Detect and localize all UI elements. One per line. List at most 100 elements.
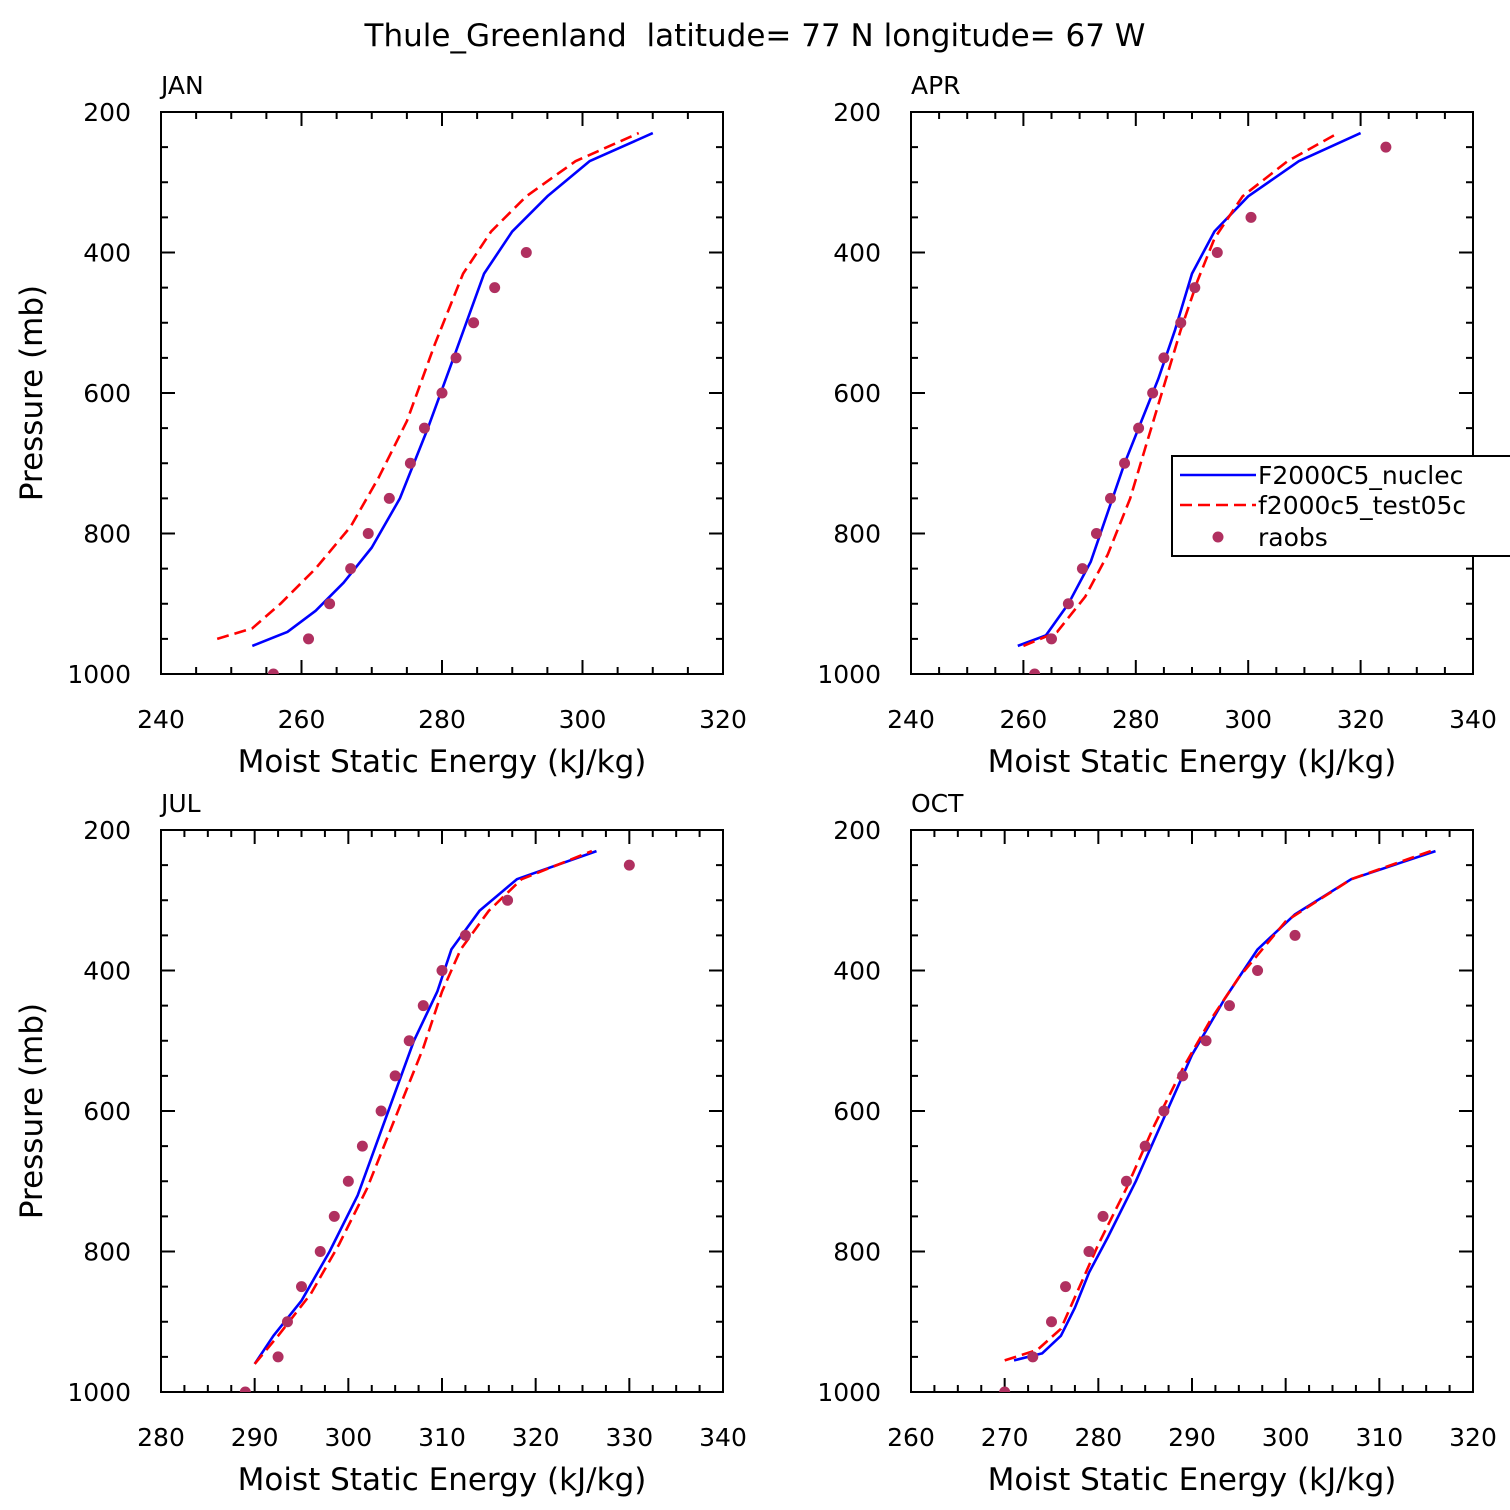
panel-label: JAN <box>159 71 204 100</box>
x-tick-label: 280 <box>1074 1423 1122 1452</box>
panel-oct: OCT 260 270 280 290 300 310 320 200 400 600 800 1000… <box>817 789 1496 1498</box>
y-tick-label: 800 <box>83 1238 131 1267</box>
x-tick-label: 340 <box>1449 705 1497 734</box>
y-tick-label: 1000 <box>67 1378 131 1407</box>
data-layer <box>999 849 1436 1392</box>
x-tick-label: 330 <box>605 1423 653 1452</box>
raobs-point <box>1223 1000 1235 1012</box>
raobs-point <box>303 633 315 645</box>
raobs-point <box>450 352 462 364</box>
data-layer <box>216 131 654 674</box>
x-tick-label: 280 <box>137 1423 185 1452</box>
y-axis-label: Pressure (mb) <box>14 1003 50 1219</box>
raobs-point <box>623 859 635 871</box>
raobs-point <box>1158 1105 1170 1117</box>
y-tick-label: 800 <box>83 520 131 549</box>
x-tick-label: 240 <box>137 705 185 734</box>
x-tick-label: 270 <box>981 1423 1029 1452</box>
y-axis-label: Pressure (mb) <box>14 285 50 501</box>
y-tick-label: 600 <box>83 1097 131 1126</box>
raobs-point <box>272 1351 284 1363</box>
raobs-point <box>502 894 514 906</box>
raobs-point <box>1175 317 1187 329</box>
raobs-point <box>1120 1175 1132 1187</box>
raobs-point <box>1046 633 1057 645</box>
panel-jul: JUL 280 290 300 310 320 330 340 200 400 600 800 1000… <box>14 789 747 1498</box>
raobs-point <box>1105 492 1117 504</box>
y-tick-label: 1000 <box>817 1378 881 1407</box>
x-tick-label: 320 <box>1337 705 1385 734</box>
raobs-point <box>1046 1316 1057 1328</box>
raobs-point <box>404 457 416 469</box>
raobs-point <box>324 598 336 610</box>
raobs-point <box>314 1246 326 1257</box>
raobs-point <box>1133 422 1145 434</box>
legend-swatch-point <box>1212 531 1224 543</box>
raobs-point <box>520 247 532 258</box>
raobs-point <box>1380 141 1392 153</box>
raobs-point <box>328 1210 340 1222</box>
x-tick-label: 310 <box>418 1423 466 1452</box>
legend-entry-label: F2000C5_nuclec <box>1258 461 1463 490</box>
raobs-point <box>296 1281 307 1293</box>
raobs-point <box>417 1000 429 1012</box>
x-tick-label: 280 <box>418 705 466 734</box>
y-tick-label: 600 <box>833 379 881 408</box>
x-axis-label: Moist Static Energy (kJ/kg) <box>238 1462 647 1498</box>
series-line-f2000c5-test05c <box>253 849 593 1365</box>
legend-entry-label: raobs <box>1258 523 1328 552</box>
x-tick-label: 300 <box>559 705 607 734</box>
x-tick-label: 320 <box>512 1423 560 1452</box>
y-tick-label: 200 <box>83 816 131 845</box>
panel-label: APR <box>911 71 961 100</box>
raobs-point <box>489 282 501 294</box>
x-tick-label: 280 <box>1112 705 1160 734</box>
raobs-point <box>342 1175 354 1187</box>
x-tick-label: 290 <box>231 1423 279 1452</box>
x-tick-label: 310 <box>1355 1423 1403 1452</box>
raobs-point <box>239 1386 251 1392</box>
y-tick-label: 200 <box>833 816 881 845</box>
raobs-point <box>1245 211 1257 223</box>
panel-apr: APR 240 260 280 300 320 340 200 400 600 800 1000 Moi… <box>817 71 1496 780</box>
raobs-point <box>459 929 471 941</box>
plot-frame <box>910 829 1474 1393</box>
x-tick-label: 320 <box>699 705 747 734</box>
figure-title: Thule_Greenland latitude= 77 N longitude… <box>364 18 1146 54</box>
raobs-point <box>1119 457 1131 469</box>
x-tick-label: 260 <box>1000 705 1048 734</box>
raobs-point <box>1211 247 1223 258</box>
x-tick-label: 300 <box>324 1423 372 1452</box>
x-tick-label: 340 <box>699 1423 747 1452</box>
series-line-f2000c5-nuclec <box>1013 849 1436 1362</box>
y-tick-label: 400 <box>833 239 881 268</box>
x-tick-label: 260 <box>887 1423 935 1452</box>
raobs-point <box>418 422 430 434</box>
y-tick-label: 800 <box>833 1238 881 1267</box>
x-tick-label: 290 <box>1168 1423 1216 1452</box>
series-line-f2000c5-test05c <box>1004 849 1432 1362</box>
series-line-f2000c5-nuclec <box>251 131 654 648</box>
panel-label: OCT <box>911 789 964 818</box>
y-tick-label: 400 <box>83 957 131 986</box>
raobs-point <box>345 563 357 575</box>
panel-label: JUL <box>159 789 201 818</box>
raobs-point <box>1252 965 1264 976</box>
x-tick-label: 300 <box>1224 705 1272 734</box>
raobs-point <box>362 528 374 539</box>
x-axis-label: Moist Static Energy (kJ/kg) <box>988 1462 1397 1498</box>
panel-jan: JAN 240 260 280 300 320 200 400 600 800 1000 Moist … <box>14 71 747 780</box>
raobs-point <box>1029 668 1041 674</box>
raobs-point <box>281 1316 293 1328</box>
plot-frame <box>160 829 724 1393</box>
x-tick-label: 320 <box>1449 1423 1497 1452</box>
y-tick-label: 400 <box>833 957 881 986</box>
y-tick-label: 400 <box>83 239 131 268</box>
raobs-point <box>1097 1210 1109 1222</box>
raobs-point <box>1200 1035 1212 1047</box>
raobs-point <box>383 492 395 504</box>
raobs-point <box>1139 1140 1151 1152</box>
series-line-f2000c5-nuclec <box>1017 131 1362 648</box>
raobs-point <box>1076 563 1088 575</box>
